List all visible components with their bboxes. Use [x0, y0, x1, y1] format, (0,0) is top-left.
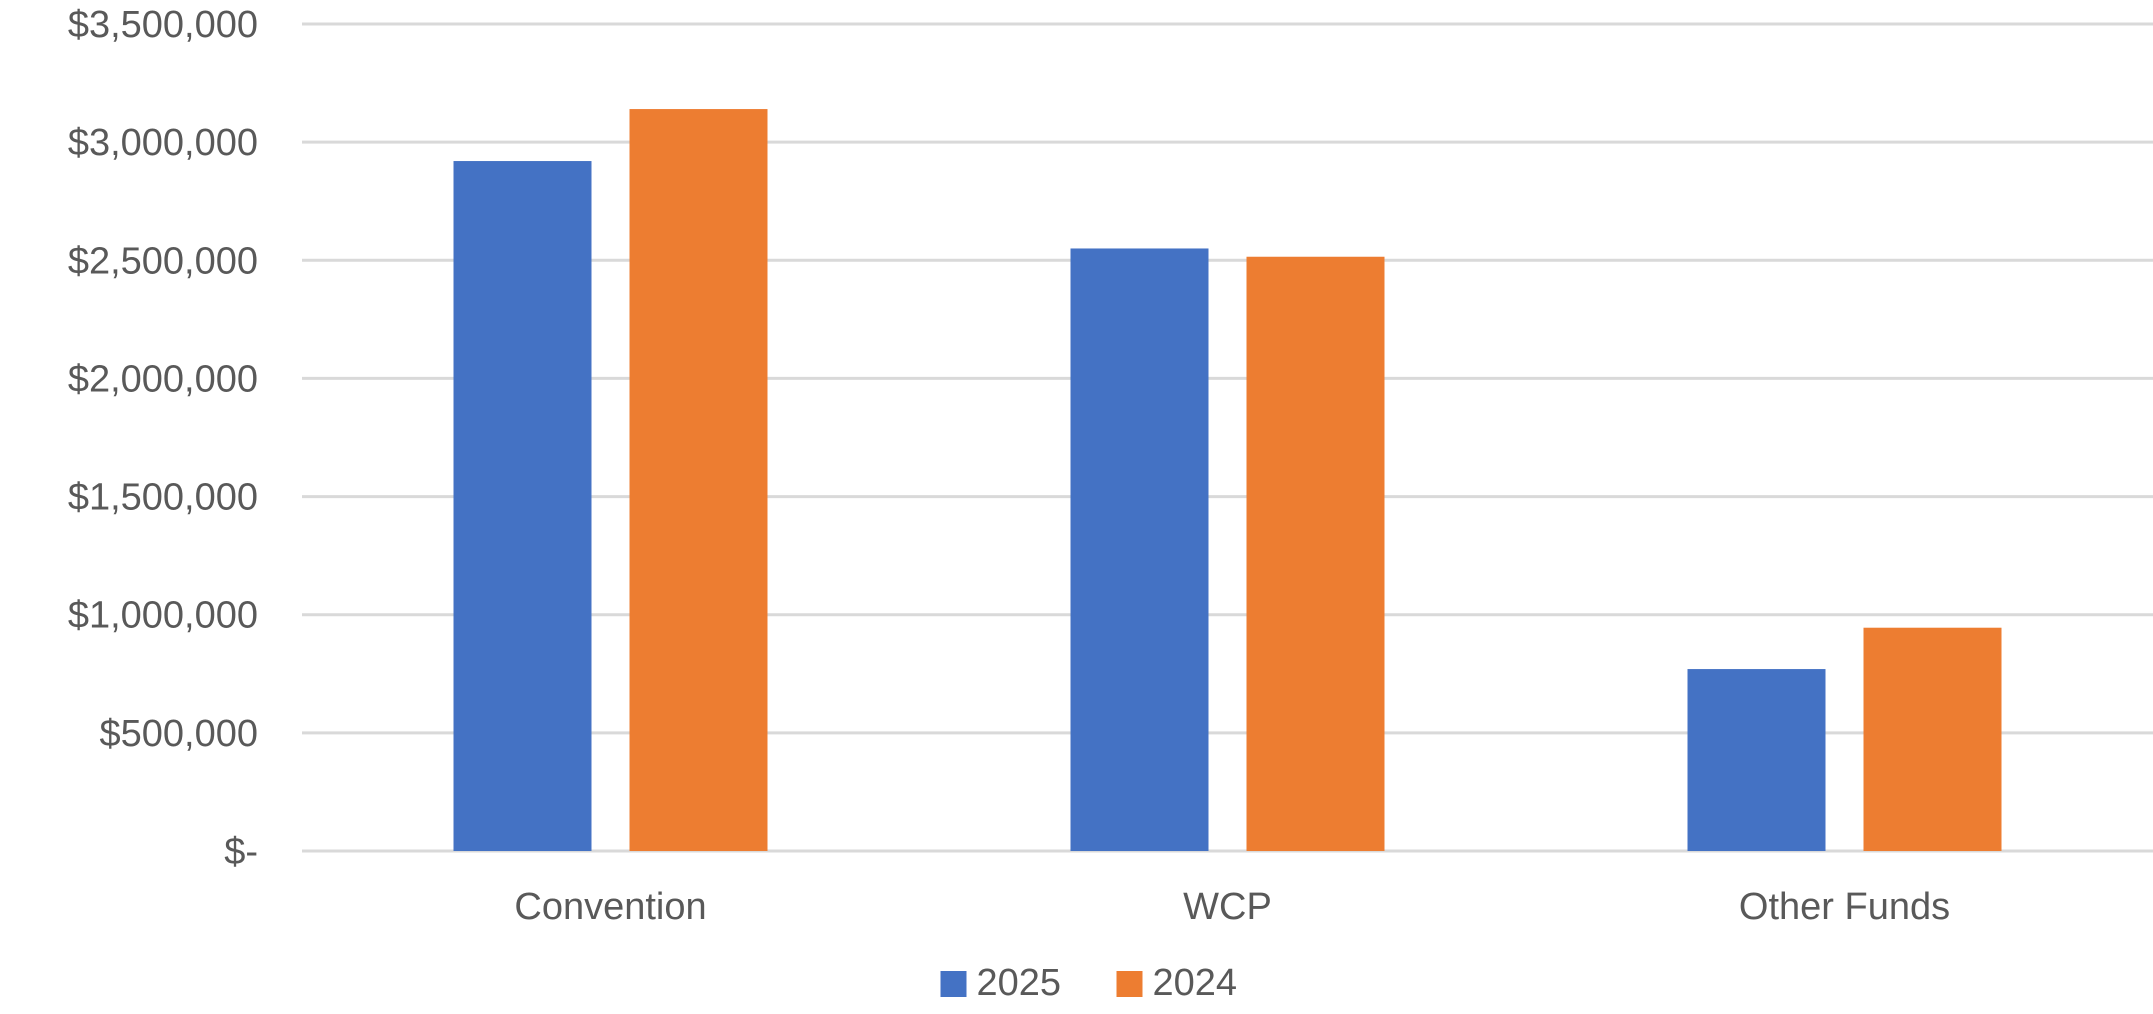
legend-label: 2024	[1153, 962, 1238, 1004]
bar-2024-convention	[629, 109, 768, 851]
legend-swatch-2025	[940, 971, 967, 997]
y-tick-label: $2,000,000	[68, 358, 258, 400]
y-tick-label: $-	[224, 831, 258, 873]
legend-swatch-2024	[1116, 971, 1143, 997]
gridlines	[302, 22, 2153, 853]
y-tick-label: $1,000,000	[68, 595, 258, 637]
x-category-label: WCP	[1183, 886, 1272, 928]
y-tick-label: $2,500,000	[68, 240, 258, 282]
x-axis-category-labels: Convention WCP Other Funds	[514, 886, 1950, 928]
legend-label: 2025	[977, 962, 1062, 1004]
x-category-label: Other Funds	[1739, 886, 1950, 928]
y-tick-label: $1,500,000	[68, 477, 258, 519]
bar-2025-other-funds	[1687, 669, 1826, 851]
bars	[453, 109, 2002, 851]
bar-2025-wcp	[1070, 248, 1209, 851]
y-tick-label: $500,000	[100, 713, 259, 755]
y-tick-label: $3,500,000	[68, 4, 258, 46]
x-category-label: Convention	[514, 886, 706, 928]
bar-2025-convention	[453, 161, 592, 851]
bar-2024-other-funds	[1863, 627, 2002, 851]
legend: 2025 2024	[940, 962, 1238, 1004]
y-axis-tick-labels: $- $500,000 $1,000,000 $1,500,000 $2,000,000…	[68, 4, 258, 873]
bar-2024-wcp	[1246, 256, 1385, 851]
y-tick-label: $3,000,000	[68, 122, 258, 164]
